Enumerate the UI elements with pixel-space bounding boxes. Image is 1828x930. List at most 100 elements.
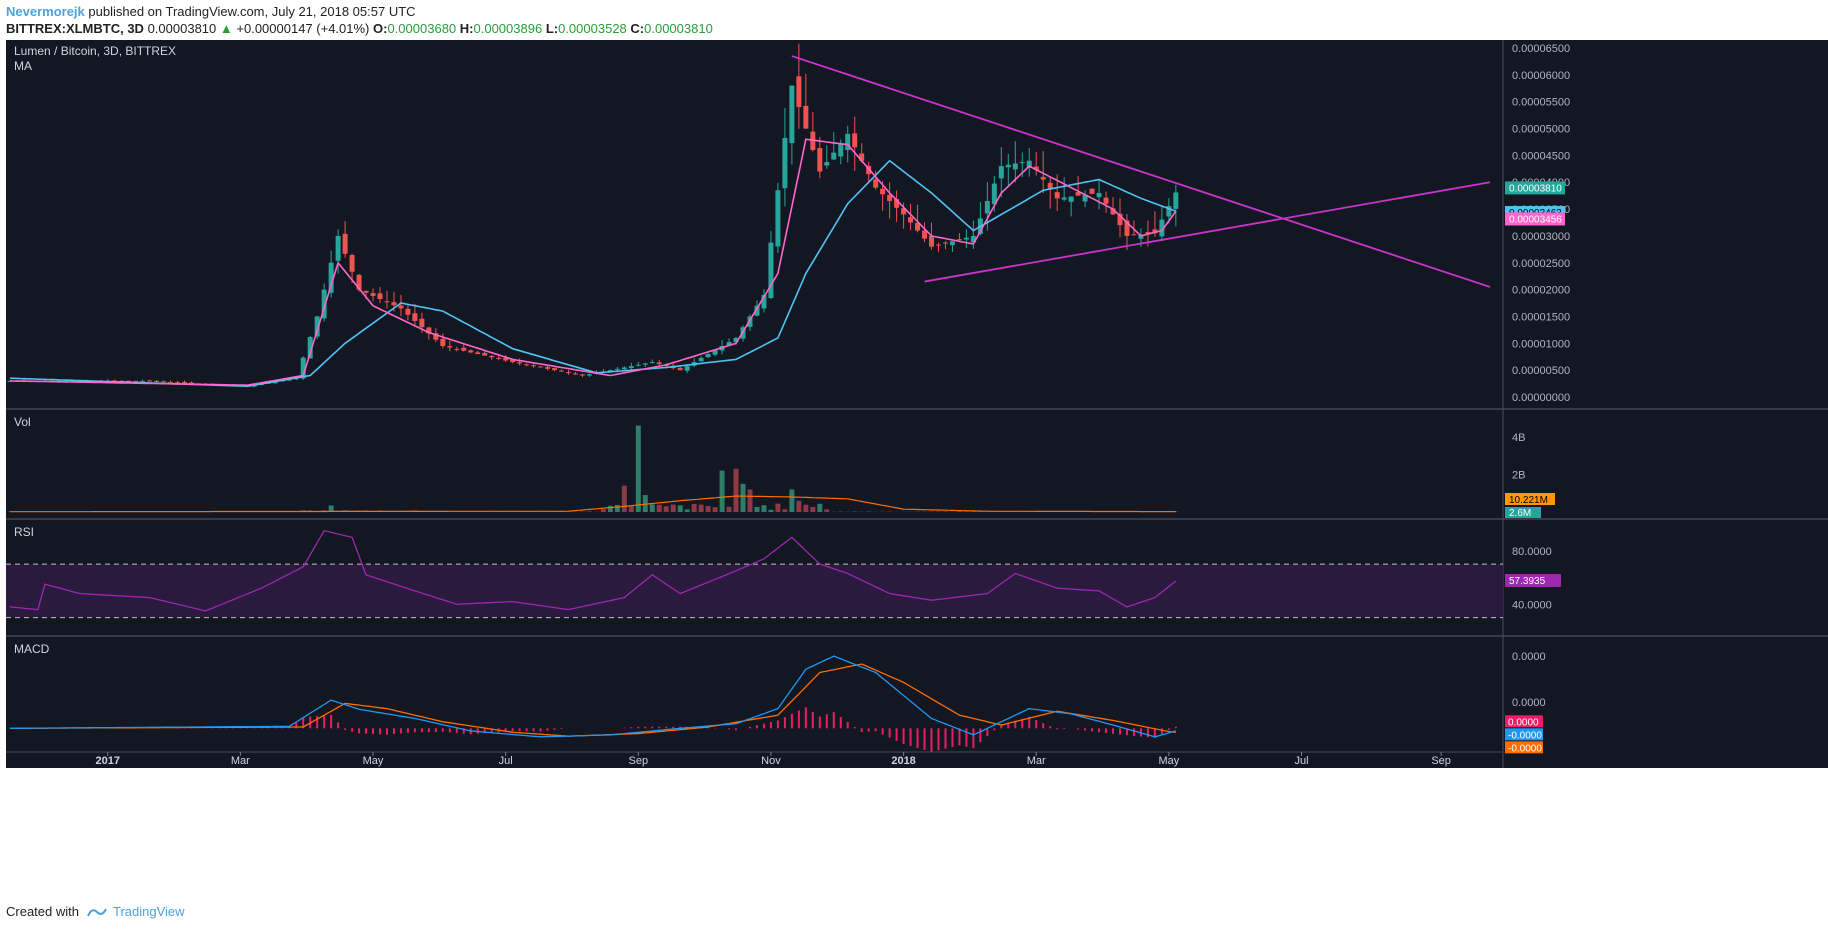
candle-body — [182, 382, 188, 384]
macd-last-label: -0.0000 — [1508, 730, 1542, 741]
price-change: +0.00000147 (+4.01%) — [236, 21, 370, 36]
candle-body — [642, 363, 648, 365]
candle-body — [1040, 176, 1046, 180]
trendline[interactable] — [924, 181, 1491, 283]
volume-bar — [817, 503, 823, 512]
volume-axis-tick: 2B — [1512, 469, 1525, 481]
rsi-band-fill — [6, 564, 1503, 618]
candle-body — [935, 244, 941, 246]
candle-body — [768, 242, 774, 299]
candle-body — [789, 85, 795, 144]
volume-bar — [328, 505, 334, 512]
candle-body — [991, 183, 997, 205]
candle-body — [349, 255, 355, 272]
macd-line — [10, 655, 1176, 738]
candle-body — [963, 237, 969, 240]
candle-body — [147, 380, 153, 382]
chart-background — [6, 40, 1828, 768]
candle-body — [1061, 197, 1067, 200]
price-axis-tick: 0.00002500 — [1512, 258, 1570, 270]
volume-bar — [649, 504, 655, 512]
volume-bar — [782, 509, 788, 512]
candle-body — [272, 381, 278, 384]
candle-body — [747, 316, 753, 327]
candle-body — [922, 230, 928, 239]
candle-body — [126, 380, 132, 382]
volume-bar — [677, 505, 683, 512]
candle-body — [482, 352, 488, 356]
volume-bar — [621, 485, 627, 512]
candle-body — [189, 382, 195, 384]
candle-body — [161, 381, 167, 383]
author-link[interactable]: Nevermorejk — [6, 4, 85, 19]
candle-body — [175, 382, 181, 384]
volume-bar — [761, 505, 767, 512]
candle-body — [998, 166, 1004, 179]
trendline[interactable] — [791, 55, 1491, 288]
time-axis-tick: May — [1158, 755, 1179, 767]
candle-body — [391, 302, 397, 306]
candle-body — [901, 208, 907, 215]
candle-body — [859, 153, 865, 161]
candle-body — [754, 305, 760, 316]
time-axis-tick: 2018 — [891, 755, 915, 767]
volume-ma-line — [10, 495, 1176, 513]
low-label: L: — [545, 21, 559, 36]
candle-body — [154, 380, 160, 382]
candle-body — [628, 366, 634, 369]
price-axis-tick: 0.00000000 — [1512, 392, 1570, 404]
volume-last-label: 10.221M — [1509, 495, 1548, 506]
rsi-pane-title: RSI — [14, 525, 34, 539]
candle-body — [419, 318, 425, 328]
price-axis-tick: 0.00002000 — [1512, 285, 1570, 297]
candle-body — [454, 348, 460, 350]
candle-body — [705, 354, 711, 358]
candle-body — [1026, 160, 1032, 168]
candle-body — [1103, 197, 1109, 204]
candle-body — [565, 372, 571, 374]
candle-body — [377, 293, 383, 300]
candle-body — [133, 380, 139, 382]
candle-body — [1131, 234, 1137, 236]
up-arrow-icon: ▲ — [219, 21, 233, 36]
candle-body — [1012, 163, 1018, 170]
candle-body — [873, 179, 879, 188]
candle-body — [545, 367, 551, 369]
candle-body — [635, 364, 641, 366]
candle-body — [621, 367, 627, 370]
time-axis-tick: Sep — [1431, 755, 1451, 767]
candle-body — [1152, 229, 1158, 234]
volume-bar — [789, 489, 795, 512]
time-axis-tick: 2017 — [95, 755, 119, 767]
candle-body — [677, 367, 683, 371]
time-axis-tick: Jul — [499, 755, 513, 767]
candle-body — [286, 379, 292, 381]
volume-bar — [642, 495, 648, 512]
volume-bar — [754, 506, 760, 512]
candle-body — [852, 133, 858, 148]
volume-bar — [607, 505, 613, 512]
candle-body — [300, 357, 306, 379]
candle-body — [517, 362, 523, 364]
tradingview-link[interactable]: TradingView — [87, 904, 185, 919]
candle-body — [426, 327, 432, 334]
volume-last-label: 2.6M — [1509, 508, 1531, 519]
volume-bar — [635, 425, 641, 512]
macd-axis-tick: 0.0000 — [1512, 697, 1546, 709]
candle-body — [894, 199, 900, 208]
candle-body — [970, 235, 976, 243]
price-axis-tick: 0.00006500 — [1512, 43, 1570, 55]
candle-body — [447, 346, 453, 348]
candle-body — [356, 274, 362, 290]
candle-body — [684, 366, 690, 371]
volume-bar — [698, 504, 704, 512]
time-axis-tick: Mar — [231, 755, 250, 767]
volume-bar — [824, 509, 830, 512]
volume-bar — [796, 500, 802, 512]
candle-body — [908, 217, 914, 223]
candle-body — [942, 242, 948, 244]
candle-body — [489, 355, 495, 358]
candle-body — [475, 352, 481, 355]
candle-body — [496, 357, 502, 359]
